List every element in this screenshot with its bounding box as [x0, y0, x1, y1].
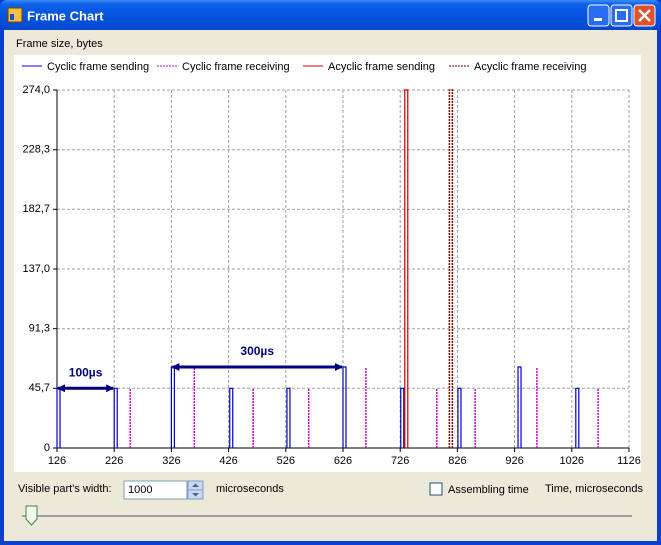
- assembling-label: Assembling time: [448, 484, 529, 496]
- x-tick-label: 426: [219, 455, 237, 467]
- chart-panel: [14, 55, 641, 472]
- legend-label: Cyclic frame receiving: [182, 61, 290, 73]
- legend-label: Acyclic frame receiving: [474, 61, 586, 73]
- minimize-icon: [594, 18, 602, 21]
- minimize-button[interactable]: [587, 4, 610, 27]
- window-title: Frame Chart: [27, 8, 104, 23]
- title-bar: [0, 0, 661, 30]
- pulse: [457, 387, 462, 448]
- pulse: [342, 366, 347, 448]
- pulse: [286, 387, 291, 448]
- width-unit: microseconds: [216, 483, 284, 495]
- pulse: [575, 387, 580, 448]
- y-tick-label: 91,3: [29, 323, 50, 335]
- width-label: Visible part's width:: [18, 483, 112, 495]
- slider-thumb[interactable]: [25, 505, 38, 526]
- legend-label: Cyclic frame sending: [47, 61, 149, 73]
- maximize-icon: [615, 9, 628, 22]
- x-tick-label: 1126: [617, 455, 641, 467]
- x-tick-label: 226: [105, 455, 123, 467]
- y-tick-label: 274,0: [22, 84, 50, 96]
- x-tick-label: 626: [334, 455, 352, 467]
- pulse: [517, 366, 522, 448]
- x-tick-label: 926: [505, 455, 523, 467]
- pulse: [113, 387, 118, 448]
- app-icon: [10, 14, 14, 20]
- width-input[interactable]: [123, 480, 188, 500]
- y-tick-label: 137,0: [22, 263, 50, 275]
- x-tick-label: 126: [48, 455, 66, 467]
- x-tick-label: 726: [391, 455, 409, 467]
- x-tick-label: 326: [162, 455, 180, 467]
- legend-label: Acyclic frame sending: [328, 61, 435, 73]
- y-tick-label: 0: [44, 442, 50, 454]
- width-value: 1000: [128, 484, 152, 496]
- maximize-button[interactable]: [610, 4, 633, 27]
- pulse: [400, 387, 405, 448]
- pulse: [229, 387, 234, 448]
- pulse: [404, 89, 409, 448]
- y-tick-label: 228,3: [22, 144, 50, 156]
- y-tick-label: 45,7: [29, 382, 50, 394]
- x-tick-label: 1026: [560, 455, 584, 467]
- x-tick-label: 826: [448, 455, 466, 467]
- y-tick-label: 182,7: [22, 203, 50, 215]
- y-axis-label: Frame size, bytes: [16, 38, 103, 50]
- x-axis-label: Time, microseconds: [545, 483, 644, 495]
- assembling-checkbox[interactable]: [429, 482, 443, 496]
- annotation-label: 100µs: [69, 365, 103, 379]
- close-icon: [638, 9, 651, 22]
- annotation-label: 300µs: [240, 344, 274, 358]
- spin-arrows: [192, 483, 199, 497]
- x-tick-label: 526: [277, 455, 295, 467]
- pulse: [448, 89, 454, 448]
